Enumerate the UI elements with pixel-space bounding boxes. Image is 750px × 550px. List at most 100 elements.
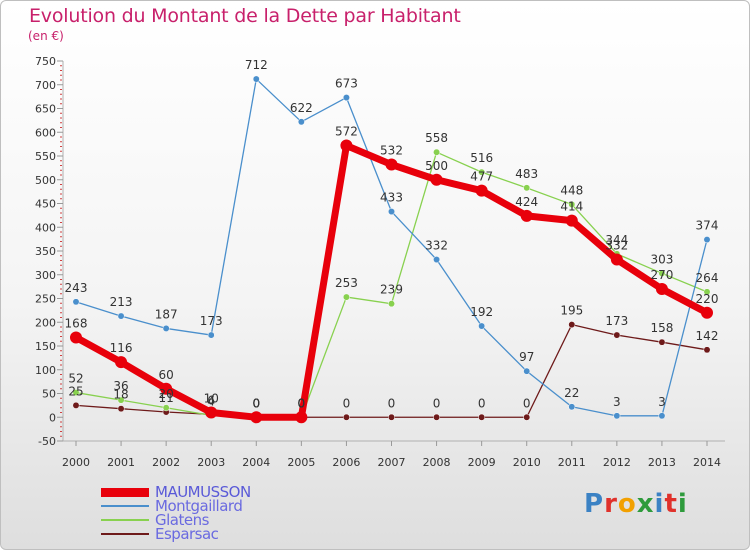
legend-label: MAUMUSSON	[155, 483, 251, 501]
x-tick-label: 2002	[152, 456, 180, 469]
data-label: 0	[343, 396, 351, 410]
data-point	[388, 413, 395, 421]
chart-title: Evolution du Montant de la Dette par Hab…	[29, 5, 461, 27]
data-point	[610, 253, 623, 266]
data-label: 477	[470, 170, 493, 184]
y-tick-label: 550	[35, 150, 56, 163]
data-point	[340, 139, 353, 152]
data-point	[478, 413, 486, 421]
data-label: 0	[252, 396, 260, 410]
data-point	[523, 413, 531, 421]
data-point	[523, 184, 531, 192]
legend: MAUMUSSON Montgaillard Glatens Esparsac	[101, 483, 341, 543]
data-label: 712	[245, 58, 268, 72]
data-label: 332	[605, 239, 628, 253]
data-label: 187	[155, 307, 178, 321]
data-point	[162, 404, 170, 412]
data-point	[388, 208, 395, 216]
chart-subtitle: (en €)	[28, 29, 64, 43]
data-point	[388, 300, 395, 308]
data-point	[433, 413, 441, 421]
data-label: 60	[159, 368, 174, 382]
data-label: 374	[696, 219, 719, 233]
data-point	[207, 331, 215, 339]
data-point	[433, 148, 441, 156]
data-label: 572	[335, 125, 358, 139]
data-point	[72, 389, 80, 396]
y-tick-label: -50	[38, 435, 56, 448]
data-point	[297, 118, 305, 126]
y-tick-label: 750	[35, 55, 56, 68]
data-label: 0	[298, 396, 306, 410]
x-tick-label: 2004	[242, 456, 270, 469]
logo-letter: x	[636, 489, 655, 519]
y-tick-label: 700	[35, 79, 56, 92]
data-label: 253	[335, 276, 358, 290]
data-label: 332	[425, 239, 448, 253]
data-label: 483	[515, 167, 538, 181]
y-tick-label: 400	[35, 221, 56, 234]
data-point	[568, 321, 576, 329]
series-group	[70, 75, 713, 424]
data-label: 10	[204, 392, 219, 406]
data-point	[162, 324, 170, 332]
data-label: 213	[110, 295, 133, 309]
data-label: 20	[159, 387, 174, 401]
logo-letter: i	[654, 489, 665, 519]
data-point	[205, 406, 218, 419]
y-tick-label: 300	[35, 269, 56, 282]
data-point	[115, 356, 128, 369]
x-tick-label: 2001	[107, 456, 135, 469]
x-tick-label: 2009	[468, 456, 496, 469]
data-label: 142	[696, 329, 719, 343]
legend-item-maumusson: MAUMUSSON	[101, 483, 341, 501]
x-tick-label: 2014	[693, 456, 721, 469]
data-label: 97	[519, 350, 534, 364]
data-point	[568, 403, 576, 411]
axes: -500501001502002503003504004505005506006…	[35, 55, 725, 469]
y-tick-label: 100	[35, 364, 56, 377]
y-tick-label: 600	[35, 126, 56, 139]
legend-label: Esparsac	[155, 525, 219, 543]
data-point	[430, 173, 443, 186]
data-label: 0	[388, 396, 396, 410]
data-point	[658, 338, 666, 346]
data-label: 116	[110, 341, 133, 355]
legend-swatch	[101, 487, 149, 497]
y-tick-label: 500	[35, 174, 56, 187]
data-point	[250, 411, 263, 424]
data-label: 4	[207, 394, 215, 408]
data-point	[117, 312, 125, 320]
data-point	[703, 288, 711, 296]
legend-label: Glatens	[155, 511, 209, 529]
logo-letter: o	[617, 489, 637, 519]
y-tick-label: 0	[49, 411, 56, 424]
y-tick-label: 250	[35, 293, 56, 306]
data-label: 3	[658, 395, 666, 409]
data-point	[565, 214, 578, 227]
data-label: 243	[65, 281, 88, 295]
y-tick-label: 150	[35, 340, 56, 353]
data-label: 532	[380, 144, 403, 158]
data-point	[117, 396, 125, 404]
legend-swatch	[101, 505, 149, 507]
data-point	[342, 293, 350, 301]
logo-letter: P	[584, 489, 605, 519]
data-point	[295, 411, 308, 424]
logo-letter: t	[664, 489, 678, 519]
data-label: 303	[650, 252, 673, 266]
data-label: 239	[380, 283, 403, 297]
data-point	[613, 331, 621, 339]
data-point	[252, 75, 260, 83]
data-point	[475, 184, 488, 197]
y-tick-label: 350	[35, 245, 56, 258]
data-label: 622	[290, 101, 313, 115]
data-label: 52	[68, 372, 83, 386]
data-label: 3	[613, 395, 621, 409]
x-tick-label: 2012	[603, 456, 631, 469]
y-tick-label: 50	[42, 388, 56, 401]
data-label: 18	[113, 388, 128, 402]
y-tick-label: 450	[35, 198, 56, 211]
data-label: 448	[560, 183, 583, 197]
